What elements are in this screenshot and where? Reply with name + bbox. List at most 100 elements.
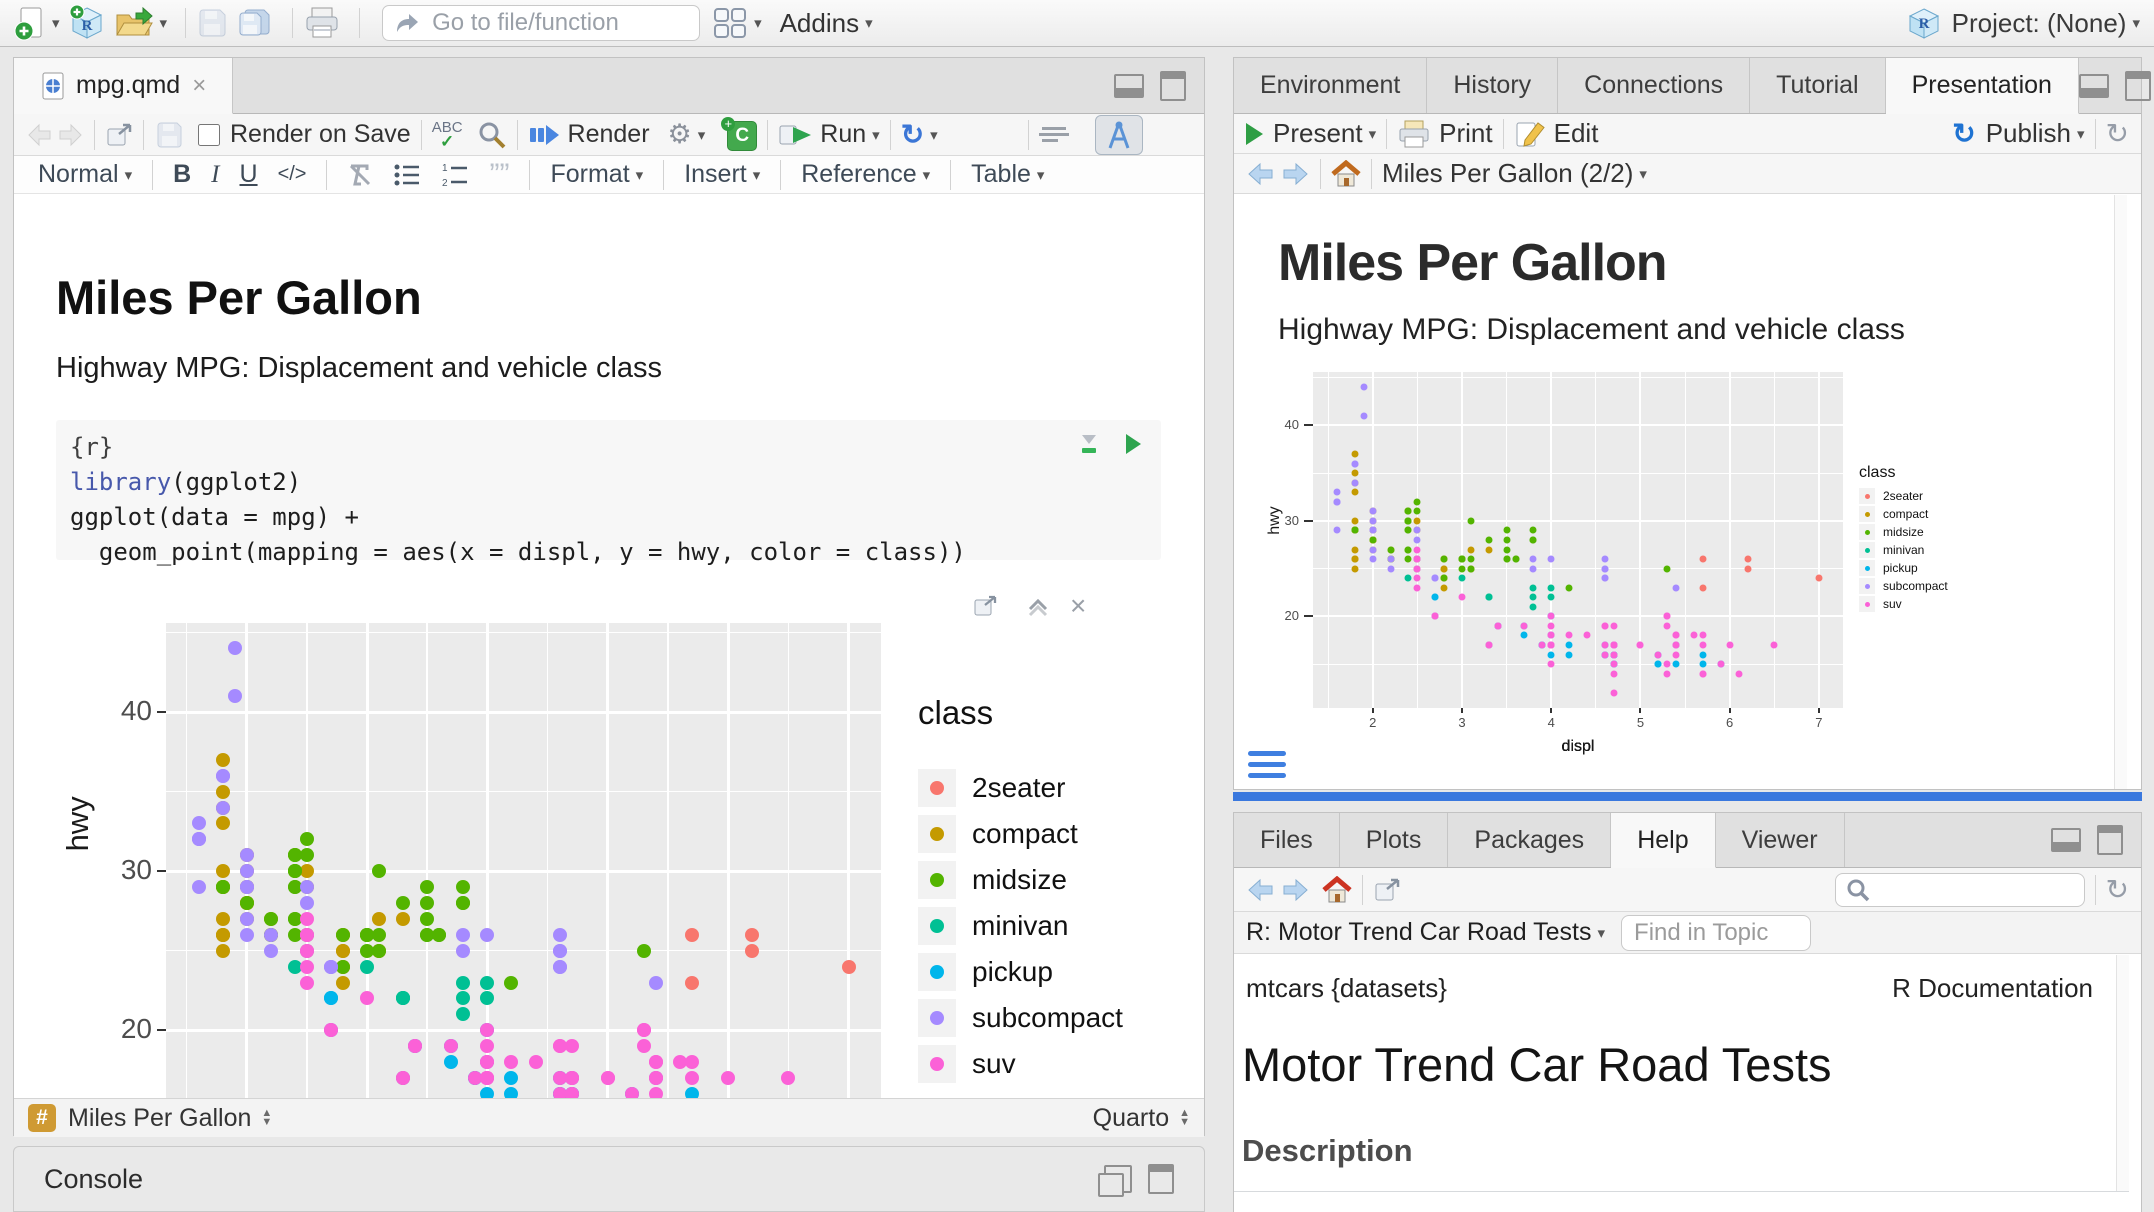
- tab-mpg-qmd[interactable]: mpg.qmd ×: [14, 58, 233, 114]
- help-search-input[interactable]: [1878, 875, 2074, 905]
- insert-menu[interactable]: Insert▾: [684, 160, 760, 189]
- table-menu[interactable]: Table▾: [971, 160, 1044, 189]
- code-chunk[interactable]: {r} library(ggplot2) ggplot(data = mpg) …: [56, 420, 1161, 560]
- print-button[interactable]: [303, 6, 341, 40]
- find-in-topic-box[interactable]: [1621, 915, 1811, 951]
- outline-location[interactable]: Miles Per Gallon: [68, 1104, 251, 1133]
- underline-button[interactable]: U: [240, 160, 258, 189]
- pane-splitter[interactable]: [1233, 792, 2142, 801]
- run-button[interactable]: Run ▾: [778, 120, 879, 149]
- new-project-button[interactable]: R: [68, 4, 106, 42]
- format-menu[interactable]: Format▾: [550, 160, 643, 189]
- tab-presentation[interactable]: Presentation: [1886, 58, 2079, 114]
- find-replace-icon[interactable]: [477, 120, 507, 150]
- help-topic-label[interactable]: R: Motor Trend Car Road Tests: [1246, 918, 1592, 947]
- plot-point: [1414, 584, 1421, 591]
- tab-tutorial[interactable]: Tutorial: [1750, 58, 1885, 113]
- tab-environment[interactable]: Environment: [1234, 58, 1427, 113]
- addins-menu[interactable]: Addins ▾: [780, 8, 873, 39]
- help-search-box[interactable]: [1835, 873, 2085, 907]
- tab-packages[interactable]: Packages: [1448, 813, 1611, 867]
- tab-history[interactable]: History: [1427, 58, 1558, 113]
- legend-label: suv: [1883, 597, 1902, 611]
- save-button[interactable]: [196, 7, 228, 39]
- play-icon: [1246, 123, 1263, 145]
- minimize-pane-icon[interactable]: [2051, 828, 2081, 852]
- slide-title: Miles Per Gallon: [1278, 233, 1667, 293]
- spellcheck-icon[interactable]: ABC✓: [432, 121, 463, 149]
- code-button[interactable]: </>: [278, 163, 307, 186]
- edit-presentation-button[interactable]: Edit: [1514, 118, 1599, 149]
- tab-viewer[interactable]: Viewer: [1716, 813, 1845, 867]
- render-button[interactable]: Render: [528, 120, 650, 149]
- refresh-icon[interactable]: ↻: [2106, 117, 2129, 150]
- pane-layout-button[interactable]: ▾: [712, 7, 762, 39]
- tab-connections[interactable]: Connections: [1558, 58, 1750, 113]
- back-icon[interactable]: [26, 123, 52, 147]
- maximize-pane-icon[interactable]: [1160, 71, 1186, 101]
- open-file-button[interactable]: ▾: [114, 6, 168, 40]
- minimize-pane-icon[interactable]: [2079, 74, 2109, 98]
- scrollbar[interactable]: [2114, 195, 2127, 789]
- gear-icon[interactable]: ⚙: [668, 119, 692, 150]
- numbered-list-icon[interactable]: 12: [441, 162, 469, 188]
- doc-mode-label[interactable]: Quarto: [1093, 1104, 1169, 1133]
- goto-file-input[interactable]: [430, 8, 654, 38]
- publish-button[interactable]: ↻ Publish ▾: [1952, 117, 2084, 150]
- italic-button[interactable]: I: [211, 161, 219, 189]
- plot-point: [324, 991, 338, 1005]
- popout-source-icon[interactable]: [105, 122, 133, 148]
- clear-formatting-icon[interactable]: [347, 162, 373, 188]
- plot-point: [300, 944, 314, 958]
- save-doc-icon[interactable]: [154, 120, 184, 150]
- slide-menu-icon[interactable]: [1248, 751, 1286, 784]
- present-button[interactable]: Present ▾: [1246, 118, 1376, 149]
- goto-file-search[interactable]: [382, 5, 700, 41]
- nav-forward-icon[interactable]: [1282, 162, 1310, 186]
- plot-point: [1351, 470, 1358, 477]
- refresh-help-icon[interactable]: ↻: [2106, 873, 2129, 906]
- popout-help-icon[interactable]: [1373, 877, 1401, 903]
- minimize-pane-icon[interactable]: [1114, 74, 1144, 98]
- tab-help[interactable]: Help: [1611, 813, 1715, 868]
- tab-plots[interactable]: Plots: [1340, 813, 1449, 867]
- outline-toggle-icon[interactable]: [1039, 124, 1069, 145]
- plot-point: [1530, 603, 1537, 610]
- publish-label: Publish: [1986, 118, 2071, 149]
- nav-back-icon[interactable]: [1246, 162, 1274, 186]
- save-all-button[interactable]: [236, 6, 274, 40]
- slide-nav-label[interactable]: Miles Per Gallon (2/2): [1382, 158, 1633, 189]
- maximize-pane-icon[interactable]: [2125, 71, 2151, 101]
- scrollbar[interactable]: [2116, 955, 2129, 1191]
- reference-menu[interactable]: Reference▾: [801, 160, 930, 189]
- new-file-button[interactable]: ▾: [14, 5, 60, 41]
- render-on-save-checkbox[interactable]: [198, 124, 220, 146]
- blockquote-icon[interactable]: ””: [489, 166, 509, 184]
- bullet-list-icon[interactable]: [393, 163, 421, 187]
- maximize-pane-icon[interactable]: [1148, 1164, 1174, 1194]
- close-tab-icon[interactable]: ×: [192, 72, 206, 100]
- tab-files[interactable]: Files: [1234, 813, 1340, 867]
- help-forward-icon[interactable]: [1282, 878, 1310, 902]
- find-in-topic-input[interactable]: [1632, 918, 1800, 948]
- help-back-icon[interactable]: [1246, 878, 1274, 902]
- console-pane[interactable]: Console: [13, 1146, 1205, 1212]
- plot-point: [1351, 546, 1358, 553]
- help-home-icon[interactable]: [1322, 876, 1352, 904]
- insert-chunk-icon[interactable]: C +: [721, 119, 757, 151]
- forward-icon[interactable]: [58, 123, 84, 147]
- project-menu[interactable]: R Project: (None) ▾: [1906, 5, 2140, 41]
- home-icon[interactable]: [1331, 160, 1361, 188]
- plot-point: [1387, 556, 1394, 563]
- plot-point: [1548, 651, 1555, 658]
- maximize-pane-icon[interactable]: [2097, 825, 2123, 855]
- bold-button[interactable]: B: [173, 160, 191, 189]
- paragraph-style-dropdown[interactable]: Normal▾: [38, 160, 132, 189]
- print-presentation-button[interactable]: Print: [1397, 118, 1492, 149]
- run-chunks-above-icon[interactable]: [1077, 432, 1101, 456]
- rerun-icon[interactable]: ↻: [901, 118, 924, 151]
- visual-editor-toggle[interactable]: [1095, 115, 1143, 155]
- restore-pane-icon[interactable]: [1104, 1165, 1132, 1193]
- document-canvas[interactable]: Miles Per Gallon Highway MPG: Displaceme…: [14, 194, 1204, 1098]
- run-chunk-icon[interactable]: [1123, 432, 1143, 456]
